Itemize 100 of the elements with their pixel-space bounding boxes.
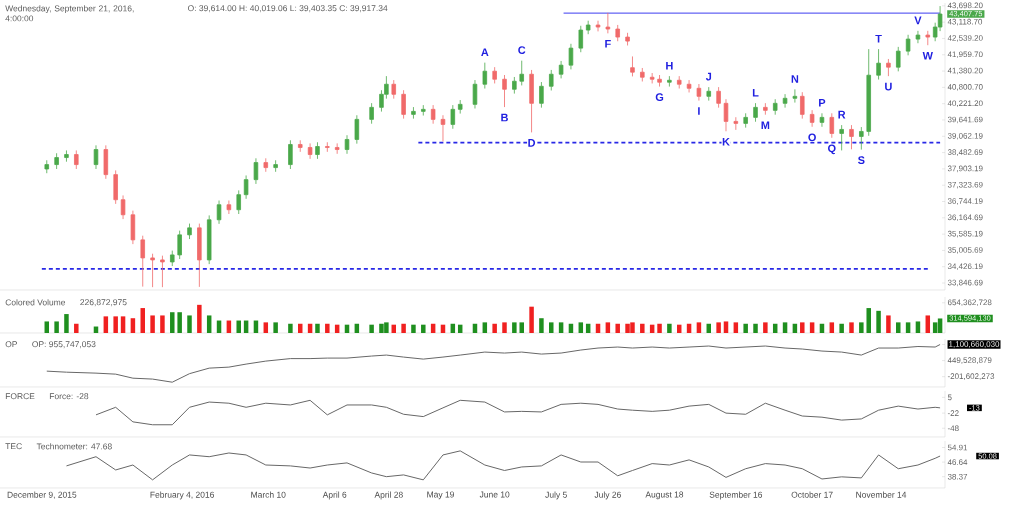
- bar: [605, 322, 611, 333]
- annotation: M: [761, 121, 770, 129]
- bar: [558, 322, 564, 333]
- x-tick-label: April 28: [374, 491, 403, 500]
- bar: [187, 315, 192, 333]
- candlestick: [829, 112, 835, 139]
- candlestick: [411, 106, 416, 120]
- bar: [549, 322, 554, 333]
- bar: [103, 316, 109, 333]
- candlestick: [315, 141, 320, 160]
- candlestick: [54, 152, 59, 170]
- bar: [809, 322, 815, 333]
- annotation: J: [705, 72, 712, 81]
- chart-subtitle: OP: 955,747,053: [32, 341, 96, 349]
- chart-title: OP: [5, 341, 17, 348]
- candlestick: [512, 76, 517, 94]
- candlestick: [457, 99, 463, 114]
- candlestick: [354, 114, 360, 145]
- candlestick: [344, 134, 350, 155]
- candlestick: [273, 159, 278, 173]
- bar: [716, 322, 721, 333]
- annotation: H: [666, 61, 673, 70]
- annotation: F: [605, 40, 611, 48]
- candlestick: [640, 67, 645, 82]
- candlestick: [170, 250, 175, 267]
- candlestick: [288, 139, 293, 170]
- annotation: T: [875, 34, 882, 43]
- bar: [236, 320, 241, 333]
- candlestick: [391, 79, 397, 100]
- candlestick: [74, 150, 79, 170]
- annotation: C: [518, 46, 526, 54]
- candlestick: [763, 102, 768, 116]
- bar: [421, 324, 426, 333]
- candlestick: [676, 75, 682, 89]
- bar: [782, 322, 788, 333]
- bar: [74, 323, 79, 333]
- candlestick: [800, 91, 805, 120]
- annotation: I: [698, 107, 700, 115]
- bar: [369, 324, 374, 333]
- annotation: B: [501, 113, 508, 122]
- x-tick-label: December 9, 2015: [7, 491, 77, 499]
- annotation: W: [922, 51, 933, 60]
- candlestick: [605, 12, 611, 34]
- candlestick: [421, 104, 426, 116]
- candlestick: [859, 126, 864, 150]
- bar: [753, 323, 758, 333]
- line-series: [65, 450, 941, 481]
- x-tick-label: November 14: [856, 491, 907, 498]
- bar: [482, 322, 488, 333]
- bar: [800, 322, 805, 333]
- annotation: Q: [828, 144, 836, 155]
- bar: [723, 321, 729, 333]
- text: Wednesday, September 21, 2016, 4:00:00: [5, 5, 134, 22]
- bar: [140, 308, 145, 333]
- candlestick: [64, 150, 69, 163]
- annotation: G: [655, 93, 664, 102]
- bar: [120, 316, 126, 333]
- candlestick: [549, 69, 554, 91]
- candlestick: [243, 175, 249, 200]
- candlestick: [886, 58, 891, 77]
- candlestick: [130, 210, 136, 245]
- bar: [130, 318, 136, 333]
- candlestick: [140, 235, 145, 288]
- candlestick: [298, 139, 303, 153]
- bar: [288, 323, 293, 333]
- candlestick: [905, 34, 911, 56]
- bar: [529, 306, 534, 333]
- annotation: L: [752, 88, 759, 97]
- chart-title: FORCE: [5, 393, 35, 400]
- candlestick: [772, 98, 778, 116]
- x-tick-label: April 6: [322, 491, 347, 500]
- bar: [54, 321, 59, 333]
- bar: [170, 312, 175, 333]
- candlestick: [706, 86, 712, 102]
- candlestick: [839, 124, 844, 151]
- bar: [206, 315, 212, 333]
- bar: [932, 322, 938, 333]
- bar: [401, 323, 406, 333]
- bar: [866, 308, 871, 333]
- bar: [315, 323, 320, 333]
- bar: [640, 323, 645, 333]
- line-series: [95, 399, 941, 426]
- annotation: U: [885, 82, 892, 91]
- annotation: O: [808, 133, 816, 142]
- chart-subtitle: Technometer: 47.68: [36, 443, 112, 450]
- candlestick: [649, 72, 655, 84]
- candlestick: [792, 88, 798, 103]
- chart-subtitle: O: 39,614.00 H: 40,019.06 L: 39,403.35 C: 39,917.34: [188, 5, 388, 13]
- candlestick: [876, 48, 881, 80]
- candlestick: [519, 60, 524, 86]
- annotation: A: [481, 48, 489, 56]
- candlestick: [187, 223, 192, 240]
- bar: [64, 314, 69, 333]
- candlestick: [743, 112, 748, 129]
- annotation: K: [722, 138, 730, 146]
- candlestick: [492, 66, 497, 84]
- candlestick: [657, 74, 662, 87]
- candlestick: [334, 142, 340, 155]
- candlestick: [93, 144, 99, 170]
- candlestick: [782, 93, 788, 109]
